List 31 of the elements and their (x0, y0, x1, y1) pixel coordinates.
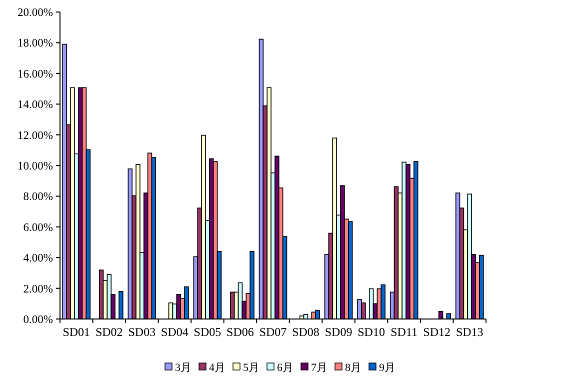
x-tick-label: SD05 (194, 325, 222, 339)
x-tick-label: SD13 (456, 325, 484, 339)
y-tick-label: 2.00% (23, 283, 54, 296)
y-tick-label: 14.00% (18, 99, 54, 112)
x-tick-label: SD09 (324, 325, 352, 339)
legend-label: 8月 (345, 362, 362, 374)
legend-label: 4月 (209, 362, 226, 374)
y-tick-label: 20.00% (18, 7, 54, 19)
y-tick-label: 4.00% (23, 252, 54, 265)
y-tick-label: 10.00% (18, 160, 54, 172)
legend-label: 3月 (175, 362, 192, 374)
x-tick-label: SD02 (95, 325, 123, 339)
x-tick-label: SD06 (226, 325, 254, 339)
x-tick-label: SD07 (259, 325, 287, 339)
legend-label: 7月 (311, 362, 328, 374)
legend-label: 6月 (277, 362, 294, 374)
x-tick-label: SD01 (62, 325, 90, 339)
y-tick-label: 16.00% (18, 68, 54, 80)
x-tick-label: SD03 (128, 325, 156, 339)
x-tick-label: SD04 (161, 325, 188, 339)
y-tick-label: 8.00% (23, 191, 54, 204)
legend-label: 9月 (379, 362, 396, 374)
legend-label: 5月 (243, 362, 260, 374)
y-tick-label: 12.00% (18, 130, 54, 142)
x-tick-label: SD10 (358, 325, 385, 339)
x-tick-label: SD12 (423, 325, 451, 339)
y-tick-label: 0.00% (23, 314, 54, 326)
y-tick-label: 18.00% (18, 38, 54, 50)
y-tick-label: 6.00% (23, 222, 54, 234)
x-tick-label: SD11 (390, 325, 418, 339)
x-tick-label: SD08 (292, 325, 320, 339)
